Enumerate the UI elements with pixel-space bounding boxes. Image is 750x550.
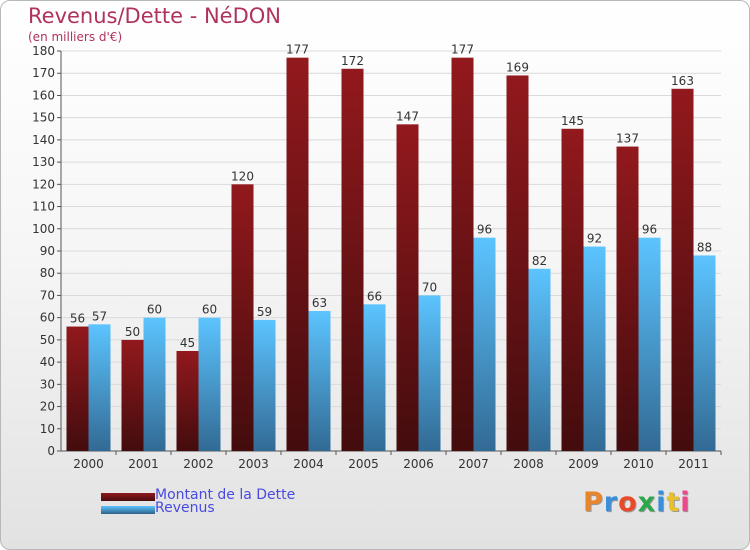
y-tick-label: 10 bbox=[40, 422, 55, 436]
data-label-revenus: 60 bbox=[147, 303, 162, 317]
bar-dette bbox=[671, 88, 694, 452]
chart-subtitle: (en milliers d'€) bbox=[28, 30, 123, 44]
x-tick-label: 2003 bbox=[238, 457, 269, 471]
data-label-revenus: 66 bbox=[367, 289, 382, 303]
logo-letter: o bbox=[618, 487, 638, 518]
data-label-dette: 147 bbox=[396, 109, 419, 123]
proxiti-logo: Proxiti bbox=[583, 487, 691, 518]
data-label-revenus: 59 bbox=[257, 305, 272, 319]
data-label-dette: 177 bbox=[451, 43, 474, 57]
legend-label-revenus: Revenus bbox=[155, 500, 215, 516]
data-label-revenus: 96 bbox=[642, 223, 657, 237]
y-tick-label: 60 bbox=[40, 311, 55, 325]
data-label-revenus: 57 bbox=[92, 309, 107, 323]
bar-revenus bbox=[583, 246, 606, 451]
y-tick-label: 90 bbox=[40, 244, 55, 258]
y-tick-label: 180 bbox=[32, 44, 55, 58]
logo-letter: i bbox=[680, 487, 691, 518]
bar-dette bbox=[451, 57, 474, 452]
x-tick-label: 2002 bbox=[183, 457, 214, 471]
data-label-dette: 137 bbox=[616, 132, 639, 146]
x-tick-label: 2006 bbox=[403, 457, 434, 471]
y-tick-label: 140 bbox=[32, 133, 55, 147]
data-label-revenus: 92 bbox=[587, 232, 602, 246]
bar-revenus bbox=[473, 237, 496, 451]
y-tick-label: 30 bbox=[40, 377, 55, 391]
bar-revenus bbox=[693, 255, 716, 451]
logo-letter: P bbox=[583, 487, 604, 518]
y-tick-label: 150 bbox=[32, 111, 55, 125]
y-tick-label: 0 bbox=[47, 444, 55, 458]
y-tick-label: 70 bbox=[40, 288, 55, 302]
bar-revenus bbox=[253, 319, 276, 451]
y-tick-label: 20 bbox=[40, 400, 55, 414]
x-tick-label: 2000 bbox=[73, 457, 104, 471]
x-tick-label: 2008 bbox=[513, 457, 544, 471]
y-tick-label: 110 bbox=[32, 200, 55, 214]
bar-revenus bbox=[363, 304, 386, 451]
bar-revenus bbox=[528, 268, 551, 451]
bar-dette bbox=[396, 124, 419, 451]
data-label-dette: 56 bbox=[70, 312, 85, 326]
y-tick-label: 50 bbox=[40, 333, 55, 347]
data-label-revenus: 63 bbox=[312, 296, 327, 310]
bar-revenus bbox=[638, 237, 661, 451]
data-label-revenus: 70 bbox=[422, 280, 437, 294]
legend-swatch-dette bbox=[101, 493, 155, 501]
bar-dette bbox=[66, 326, 89, 451]
data-label-revenus: 96 bbox=[477, 223, 492, 237]
bar-dette bbox=[341, 68, 364, 452]
data-label-dette: 177 bbox=[286, 43, 309, 57]
bar-dette bbox=[231, 184, 254, 452]
bar-revenus bbox=[88, 324, 111, 451]
x-tick-label: 2004 bbox=[293, 457, 324, 471]
data-label-dette: 145 bbox=[561, 114, 584, 128]
bar-revenus bbox=[418, 295, 441, 451]
data-label-revenus: 60 bbox=[202, 303, 217, 317]
logo-letter: r bbox=[603, 487, 619, 518]
legend-swatch-revenus bbox=[101, 506, 155, 514]
data-label-dette: 45 bbox=[180, 336, 195, 350]
bar-dette bbox=[121, 339, 144, 451]
y-tick-label: 100 bbox=[32, 222, 55, 236]
logo-letter: i bbox=[656, 487, 667, 518]
x-tick-label: 2005 bbox=[348, 457, 379, 471]
y-tick-label: 170 bbox=[32, 66, 55, 80]
bar-dette bbox=[286, 57, 309, 452]
logo-letter: t bbox=[666, 487, 681, 518]
logo-letter: x bbox=[637, 487, 657, 518]
data-label-revenus: 82 bbox=[532, 254, 547, 268]
y-tick-label: 40 bbox=[40, 355, 55, 369]
x-tick-label: 2001 bbox=[128, 457, 159, 471]
x-tick-label: 2009 bbox=[568, 457, 599, 471]
data-label-dette: 120 bbox=[231, 169, 254, 183]
bar-revenus bbox=[308, 311, 331, 451]
x-tick-label: 2010 bbox=[623, 457, 654, 471]
data-label-revenus: 88 bbox=[697, 240, 712, 254]
data-label-dette: 163 bbox=[671, 74, 694, 88]
bar-revenus bbox=[198, 317, 221, 451]
chart-title: Revenus/Dette - NéDON bbox=[28, 4, 281, 28]
y-tick-label: 160 bbox=[32, 88, 55, 102]
bar-dette bbox=[176, 351, 199, 451]
y-tick-label: 80 bbox=[40, 266, 55, 280]
bar-dette bbox=[506, 75, 529, 451]
y-tick-label: 130 bbox=[32, 155, 55, 169]
y-tick-label: 120 bbox=[32, 177, 55, 191]
x-tick-label: 2007 bbox=[458, 457, 489, 471]
legend-label-dette: Montant de la Dette bbox=[155, 487, 296, 503]
bar-dette bbox=[616, 146, 639, 452]
x-tick-label: 2011 bbox=[678, 457, 709, 471]
data-label-dette: 172 bbox=[341, 54, 364, 68]
data-label-dette: 169 bbox=[506, 60, 529, 74]
bar-revenus bbox=[143, 317, 166, 451]
data-label-dette: 50 bbox=[125, 325, 140, 339]
bar-dette bbox=[561, 128, 584, 451]
